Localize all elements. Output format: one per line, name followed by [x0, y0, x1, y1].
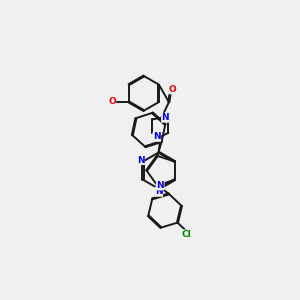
Text: O: O: [108, 98, 116, 106]
Text: Cl: Cl: [182, 230, 192, 239]
Text: N: N: [155, 187, 163, 196]
Text: N: N: [162, 113, 169, 122]
Text: O: O: [169, 85, 176, 94]
Text: N: N: [137, 155, 145, 164]
Text: N: N: [153, 132, 160, 141]
Text: N: N: [156, 181, 164, 190]
